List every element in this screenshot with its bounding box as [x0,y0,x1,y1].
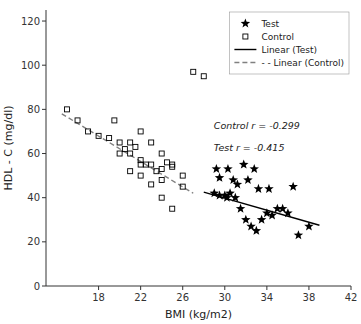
y-tick [42,241,46,242]
point [252,226,262,235]
y-tick [42,65,46,66]
point [283,208,293,217]
point [122,147,127,152]
point [236,204,246,213]
point [149,140,154,145]
point [117,151,122,156]
x-tick [351,286,352,290]
legend-label: - - Linear (Control) [261,58,344,68]
x-axis-line [46,286,351,287]
y-tick [42,286,46,287]
y-axis-label: HDL - C (mg/dl) [2,105,15,190]
point [133,144,138,149]
point [107,136,112,141]
point [138,173,143,178]
point [86,129,91,134]
x-tick-label: 30 [218,292,231,303]
point [180,184,185,189]
x-tick-label: 38 [303,292,316,303]
point [180,173,185,178]
legend-label: Test [260,19,279,29]
y-tick-label: 120 [21,16,40,27]
chart: 18 22 26 30 34 38 42 0 20 40 60 80 100 120 BMI (kg/m2)… [0,0,361,324]
point [75,118,80,123]
point [128,151,133,156]
point [191,69,196,74]
point [159,166,164,171]
point [264,184,274,193]
point [65,107,70,112]
x-tick-label: 18 [92,292,105,303]
y-tick [42,21,46,22]
y-tick-label: 0 [34,281,40,292]
y-axis-line [46,10,47,286]
x-tick-label: 26 [176,292,189,303]
annotation: Control r = -0.299 [214,120,300,131]
y-tick-label: 100 [21,60,40,71]
y-tick-label: 80 [27,104,40,115]
point [154,169,159,174]
point [288,182,298,191]
legend-handle [234,49,256,50]
annotation: Test r = -0.415 [214,142,285,153]
point [138,129,143,134]
x-tick [140,286,141,290]
legend: Test Control Linear (Test) - - Linear (Cont… [229,12,349,74]
x-tick-label: 34 [260,292,273,303]
point [159,178,164,183]
point [249,164,259,173]
point [231,193,241,202]
x-tick [224,286,225,290]
x-tick [308,286,309,290]
point [112,118,117,123]
fit-line [62,114,193,193]
point [149,182,154,187]
legend-handle [234,62,256,63]
x-tick-label: 22 [134,292,147,303]
point [278,204,288,213]
y-tick-label: 20 [27,236,40,247]
legend-label: Control [261,32,294,42]
point [149,162,154,167]
point [159,195,164,200]
point [117,140,122,145]
x-tick-label: 42 [345,292,358,303]
y-tick [42,109,46,110]
point [246,221,256,230]
legend-frame [229,12,349,74]
y-tick-label: 60 [27,148,40,159]
point [143,162,148,167]
y-tick [42,153,46,154]
point [159,151,164,156]
point [304,221,314,230]
legend-label: Linear (Test) [261,45,317,55]
point [215,173,225,182]
x-tick [266,286,267,290]
y-tick-label: 40 [27,192,40,203]
point [212,164,222,173]
point [96,133,101,138]
x-tick [98,286,99,290]
point [223,164,233,173]
point [243,175,253,184]
point [254,184,264,193]
point [241,215,251,224]
point [233,179,243,188]
point [164,160,169,165]
point [201,74,206,79]
legend-handle [243,34,248,39]
point [239,160,249,169]
point [170,162,175,167]
point [170,206,175,211]
x-tick [182,286,183,290]
y-tick [42,197,46,198]
plot-area [62,69,320,239]
point [225,188,235,197]
legend-handle [241,19,251,28]
x-axis-label: BMI (kg/m2) [165,308,232,321]
point [128,169,133,174]
point [138,162,143,167]
point [128,140,133,145]
point [294,230,304,239]
